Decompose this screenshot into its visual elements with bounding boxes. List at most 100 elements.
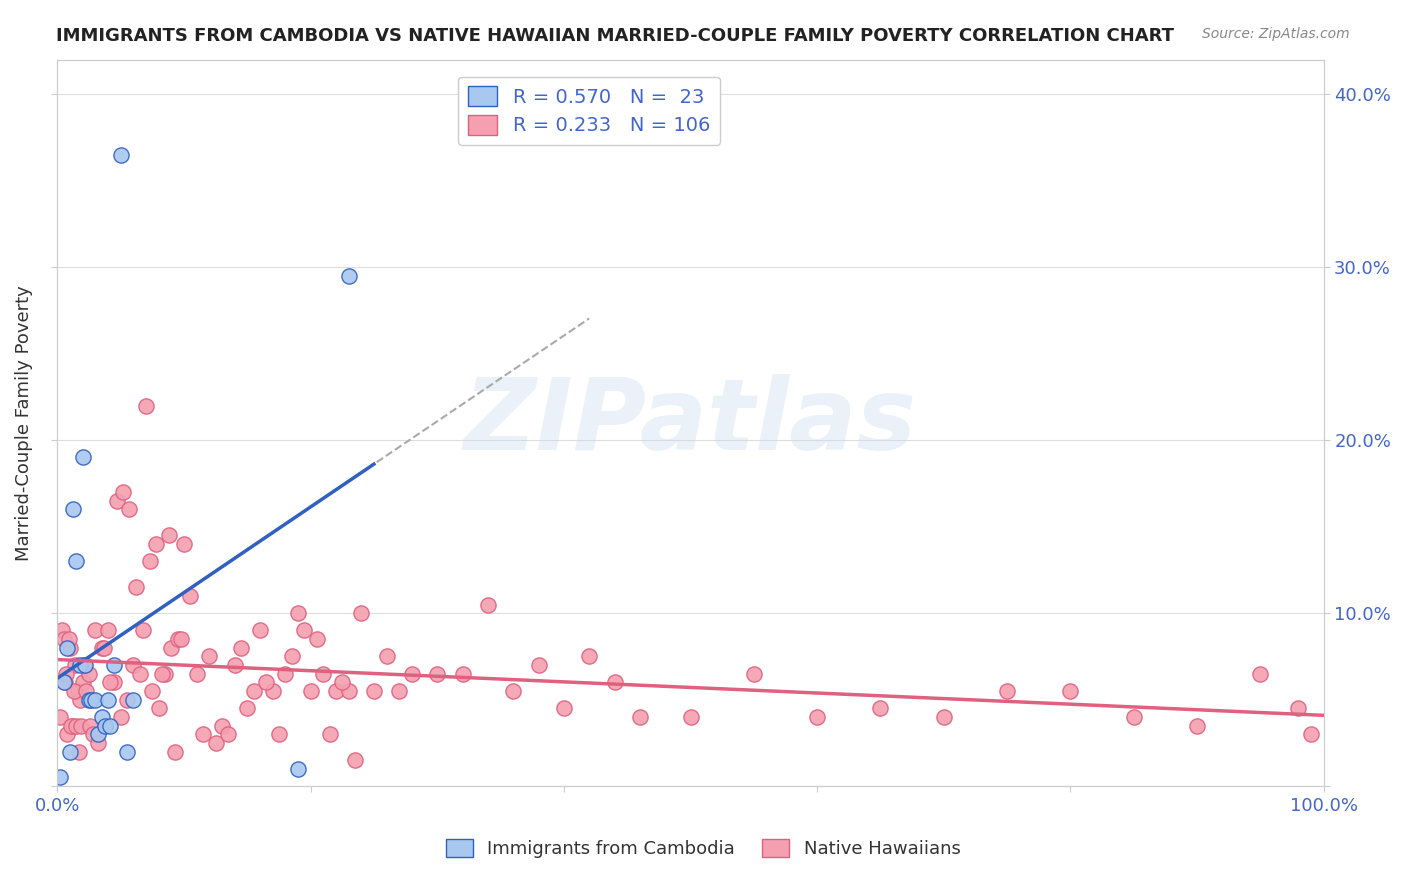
- Point: [65, 718, 87, 732]
- Point: [426, 666, 449, 681]
- Point: [59, 640, 82, 655]
- Point: [56, 727, 79, 741]
- Point: [191, 727, 214, 741]
- Point: [287, 606, 309, 620]
- Point: [77, 692, 100, 706]
- Point: [242, 684, 264, 698]
- Point: [305, 632, 328, 646]
- Point: [1059, 684, 1081, 698]
- Point: [553, 701, 575, 715]
- Point: [79, 718, 101, 732]
- Point: [70, 718, 93, 732]
- Point: [62, 502, 84, 516]
- Point: [97, 624, 120, 638]
- Point: [105, 493, 128, 508]
- Point: [603, 675, 626, 690]
- Point: [145, 537, 167, 551]
- Point: [87, 727, 110, 741]
- Point: [122, 692, 145, 706]
- Point: [115, 745, 138, 759]
- Point: [103, 658, 125, 673]
- Point: [84, 692, 107, 706]
- Text: ZIPatlas: ZIPatlas: [464, 375, 917, 471]
- Point: [153, 666, 176, 681]
- Point: [198, 649, 221, 664]
- Point: [49, 771, 72, 785]
- Point: [325, 684, 347, 698]
- Point: [363, 684, 385, 698]
- Point: [170, 632, 193, 646]
- Point: [80, 692, 103, 706]
- Point: [97, 692, 120, 706]
- Point: [128, 666, 150, 681]
- Point: [204, 736, 226, 750]
- Legend: Immigrants from Cambodia, Native Hawaiians: Immigrants from Cambodia, Native Hawaiia…: [439, 831, 967, 865]
- Point: [139, 554, 162, 568]
- Point: [66, 684, 89, 698]
- Point: [312, 666, 335, 681]
- Point: [337, 268, 360, 283]
- Point: [165, 745, 187, 759]
- Point: [1299, 727, 1322, 741]
- Point: [87, 736, 110, 750]
- Point: [350, 606, 373, 620]
- Point: [337, 684, 360, 698]
- Point: [287, 762, 309, 776]
- Point: [62, 684, 84, 698]
- Point: [1286, 701, 1309, 715]
- Text: Source: ZipAtlas.com: Source: ZipAtlas.com: [1202, 27, 1350, 41]
- Point: [280, 649, 302, 664]
- Point: [211, 718, 233, 732]
- Point: [1249, 666, 1271, 681]
- Point: [628, 710, 651, 724]
- Point: [451, 666, 474, 681]
- Point: [166, 632, 188, 646]
- Point: [806, 710, 828, 724]
- Point: [51, 624, 73, 638]
- Point: [110, 710, 132, 724]
- Point: [502, 684, 524, 698]
- Point: [932, 710, 955, 724]
- Point: [742, 666, 765, 681]
- Point: [82, 727, 104, 741]
- Point: [56, 640, 79, 655]
- Point: [103, 675, 125, 690]
- Point: [274, 666, 297, 681]
- Y-axis label: Married-Couple Family Poverty: Married-Couple Family Poverty: [15, 285, 32, 561]
- Point: [52, 675, 75, 690]
- Point: [110, 147, 132, 161]
- Point: [388, 684, 411, 698]
- Point: [267, 727, 290, 741]
- Point: [262, 684, 284, 698]
- Point: [90, 640, 112, 655]
- Point: [59, 745, 82, 759]
- Point: [69, 658, 91, 673]
- Point: [224, 658, 246, 673]
- Point: [94, 718, 117, 732]
- Point: [148, 701, 170, 715]
- Point: [55, 666, 77, 681]
- Point: [236, 701, 259, 715]
- Point: [179, 589, 201, 603]
- Point: [249, 624, 271, 638]
- Point: [229, 640, 252, 655]
- Point: [115, 692, 138, 706]
- Point: [100, 675, 122, 690]
- Point: [217, 727, 239, 741]
- Point: [49, 710, 72, 724]
- Point: [135, 399, 157, 413]
- Point: [118, 502, 141, 516]
- Point: [375, 649, 398, 664]
- Point: [72, 675, 94, 690]
- Point: [141, 684, 163, 698]
- Point: [100, 718, 122, 732]
- Point: [152, 666, 174, 681]
- Point: [63, 658, 86, 673]
- Point: [157, 528, 180, 542]
- Point: [90, 710, 112, 724]
- Point: [1185, 718, 1208, 732]
- Point: [65, 554, 87, 568]
- Point: [869, 701, 891, 715]
- Point: [58, 632, 80, 646]
- Point: [122, 658, 145, 673]
